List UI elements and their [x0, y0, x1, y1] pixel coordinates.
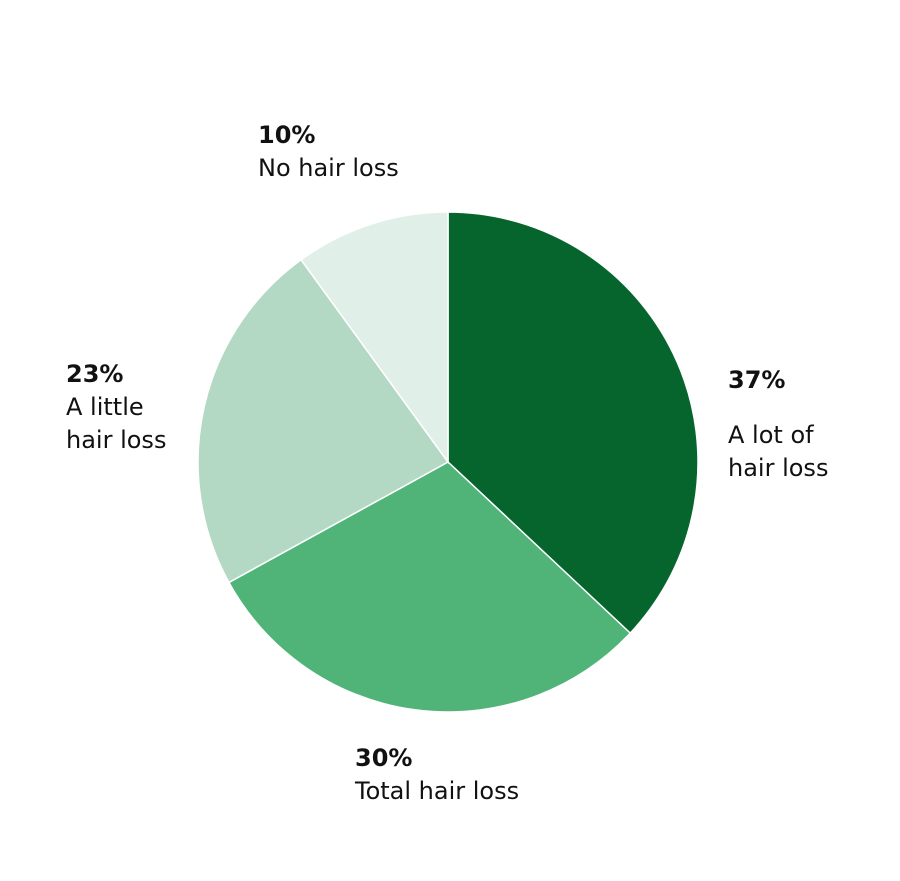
slice-percent: 30% — [355, 744, 413, 772]
slice-name: A lot of hair loss — [728, 421, 829, 482]
slice-percent: 37% — [728, 366, 786, 394]
slice-percent: 10% — [258, 121, 316, 149]
pie-slice-0 — [447, 211, 699, 635]
slice-label-total: 30% Total hair loss — [355, 742, 519, 808]
slice-name: No hair loss — [258, 154, 399, 182]
slice-label-a-lot: 37% A lot of hair loss — [728, 364, 828, 485]
slice-label-none: 10% No hair loss — [258, 119, 399, 185]
pie-slice-2 — [197, 258, 450, 584]
slice-percent: 23% — [66, 360, 124, 388]
slice-label-a-little: 23% A little hair loss — [66, 358, 166, 457]
slice-name: Total hair loss — [355, 777, 520, 805]
pie-slice-3 — [300, 211, 449, 465]
pie-slice-1 — [227, 461, 632, 713]
slice-name: A little hair loss — [66, 393, 167, 454]
